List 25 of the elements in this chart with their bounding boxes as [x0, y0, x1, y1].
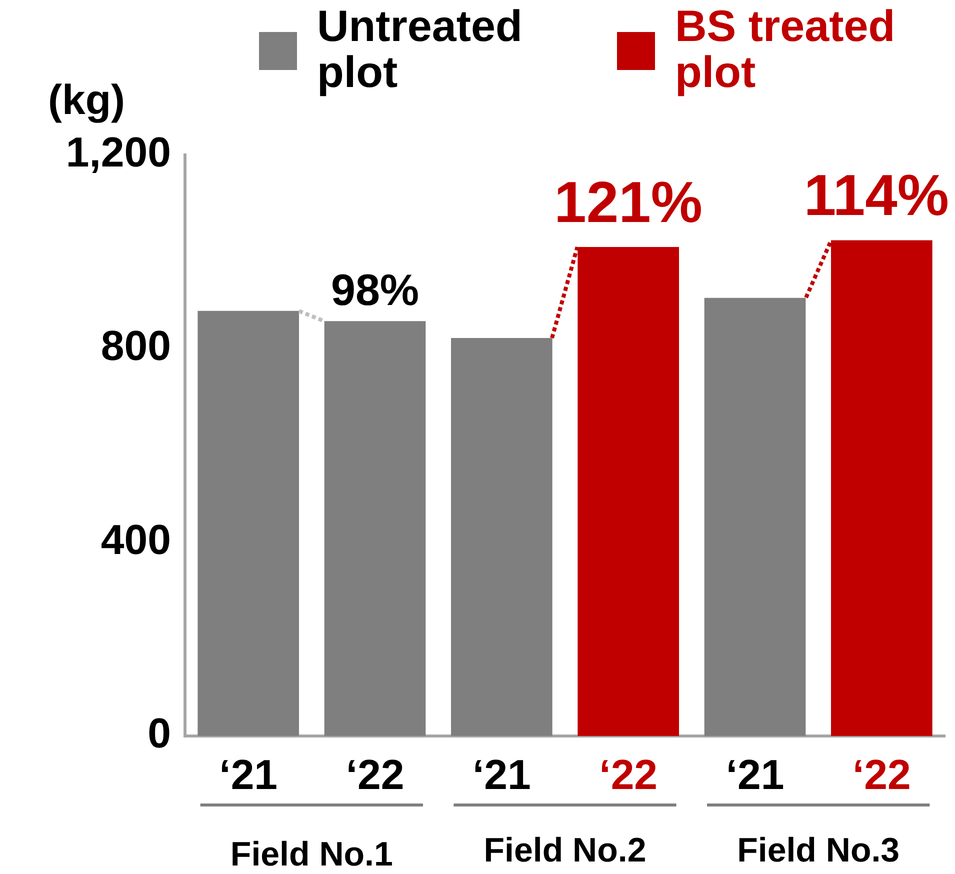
legend-label: BS treated plot [675, 2, 896, 97]
legend-label: Untreated plot [317, 2, 524, 97]
x-tick-label: ‘22 [346, 750, 404, 798]
x-tick-label: ‘22 [599, 750, 658, 798]
annotation: 98% [330, 266, 420, 316]
text: Field No.2 [484, 831, 646, 870]
y-axis-title: (kg) [48, 76, 125, 124]
bar [704, 298, 806, 736]
bar [324, 321, 426, 736]
bar [451, 338, 552, 736]
bar [198, 310, 299, 736]
text: Field No.1 [230, 835, 393, 874]
bar [831, 240, 932, 736]
text: Field No.3 [737, 831, 900, 870]
x-tick-label: ‘21 [219, 750, 278, 798]
annotation: 114% [804, 163, 950, 228]
y-tick-label: 1,200 [66, 128, 171, 176]
x-tick-label: ‘22 [852, 750, 911, 798]
bar [578, 246, 679, 736]
x-tick-label: ‘21 [726, 750, 784, 798]
x-tick-label: ‘21 [472, 750, 531, 798]
annotation: 121% [554, 170, 703, 235]
y-tick-label: 400 [100, 516, 171, 563]
y-tick-label: 800 [100, 322, 171, 370]
y-tick-label: 0 [148, 710, 171, 757]
